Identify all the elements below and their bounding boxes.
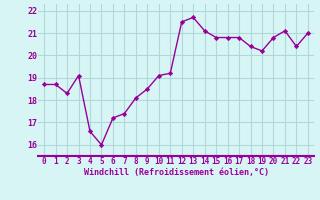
X-axis label: Windchill (Refroidissement éolien,°C): Windchill (Refroidissement éolien,°C) — [84, 168, 268, 177]
